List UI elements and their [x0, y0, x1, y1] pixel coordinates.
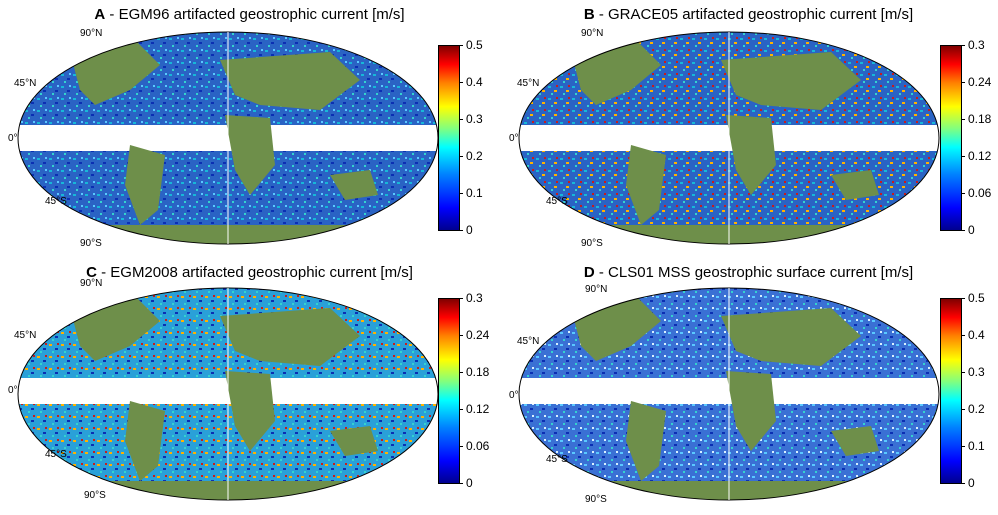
world-map: [17, 31, 439, 245]
colorbar-tick: 0: [459, 223, 473, 237]
colorbar-tick: 0.5: [459, 38, 483, 52]
colorbar-tick: 0.4: [961, 328, 985, 342]
eurasia: [721, 52, 861, 110]
world-map: [17, 287, 439, 501]
colorbar-tick: 0.4: [459, 75, 483, 89]
world-map: [518, 31, 940, 245]
colorbar-tick: 0.1: [961, 439, 985, 453]
colorbar-tick: 0.18: [458, 365, 490, 379]
lat-0: 0°: [509, 390, 519, 401]
lat-0: 0°: [8, 133, 18, 144]
colorbar-tick: 0.06: [960, 186, 992, 200]
lat-45s: 45°S: [45, 449, 67, 460]
colorbar-tick: 0.5: [961, 291, 985, 305]
colorbar-tick: 0.1: [459, 186, 483, 200]
lat-45n: 45°N: [517, 78, 540, 89]
lat-90s: 90°S: [84, 490, 106, 501]
australia: [330, 170, 378, 200]
lat-90s: 90°S: [581, 238, 603, 249]
lat-90n: 90°N: [80, 278, 103, 289]
colorbar-tick: 0.24: [458, 328, 490, 342]
australia: [831, 170, 879, 200]
panel-title: D - CLS01 MSS geostrophic surface curren…: [583, 264, 914, 281]
lat-0: 0°: [8, 385, 18, 396]
lat-90s: 90°S: [585, 494, 607, 505]
south-america: [125, 145, 165, 225]
lat-45s: 45°S: [45, 196, 67, 207]
colorbar-tick: 0.06: [458, 439, 490, 453]
africa: [726, 371, 776, 451]
lat-0: 0°: [509, 133, 519, 144]
panel-c: C - EGM2008 artifacted geostrophic curre…: [0, 258, 499, 515]
colorbar-tick: 0: [459, 476, 473, 490]
africa: [225, 115, 275, 195]
panel-d: D - CLS01 MSS geostrophic surface curren…: [499, 258, 998, 515]
colorbar-tick: 0.12: [960, 149, 992, 163]
lat-45s: 45°S: [546, 196, 568, 207]
colorbar-tick: 0.3: [961, 365, 985, 379]
australia: [330, 426, 378, 456]
colorbar-tick: 0: [961, 476, 975, 490]
eurasia: [721, 308, 861, 366]
colorbar-tick: 0: [961, 223, 975, 237]
colorbar: [940, 298, 962, 484]
lat-90n: 90°N: [80, 28, 103, 39]
panel-title: C - EGM2008 artifacted geostrophic curre…: [86, 264, 413, 281]
colorbar-tick: 0.3: [459, 112, 483, 126]
lat-90s: 90°S: [80, 238, 102, 249]
australia: [831, 426, 879, 456]
south-america: [125, 401, 165, 481]
lat-45s: 45°S: [546, 454, 568, 465]
south-america: [626, 401, 666, 481]
africa: [726, 115, 776, 195]
panel-b: B - GRACE05 artifacted geostrophic curre…: [499, 0, 998, 257]
eurasia: [220, 308, 360, 366]
panel-a: A - EGM96 artifacted geostrophic current…: [0, 0, 499, 257]
colorbar-tick: 0.12: [458, 402, 490, 416]
colorbar-tick: 0.24: [960, 75, 992, 89]
lat-45n: 45°N: [517, 336, 540, 347]
colorbar-tick: 0.3: [961, 38, 985, 52]
lat-90n: 90°N: [585, 284, 608, 295]
lat-45n: 45°N: [14, 78, 37, 89]
colorbar: [940, 45, 962, 231]
eurasia: [220, 52, 360, 110]
colorbar-tick: 0.2: [459, 149, 483, 163]
south-america: [626, 145, 666, 225]
colorbar-tick: 0.18: [960, 112, 992, 126]
lat-90n: 90°N: [581, 28, 604, 39]
colorbar: [438, 298, 460, 484]
panel-title: B - GRACE05 artifacted geostrophic curre…: [583, 6, 914, 23]
africa: [225, 371, 275, 451]
lat-45n: 45°N: [14, 330, 37, 341]
panel-title: A - EGM96 artifacted geostrophic current…: [94, 6, 405, 23]
colorbar: [438, 45, 460, 231]
world-map: [518, 287, 940, 501]
colorbar-tick: 0.2: [961, 402, 985, 416]
colorbar-tick: 0.3: [459, 291, 483, 305]
